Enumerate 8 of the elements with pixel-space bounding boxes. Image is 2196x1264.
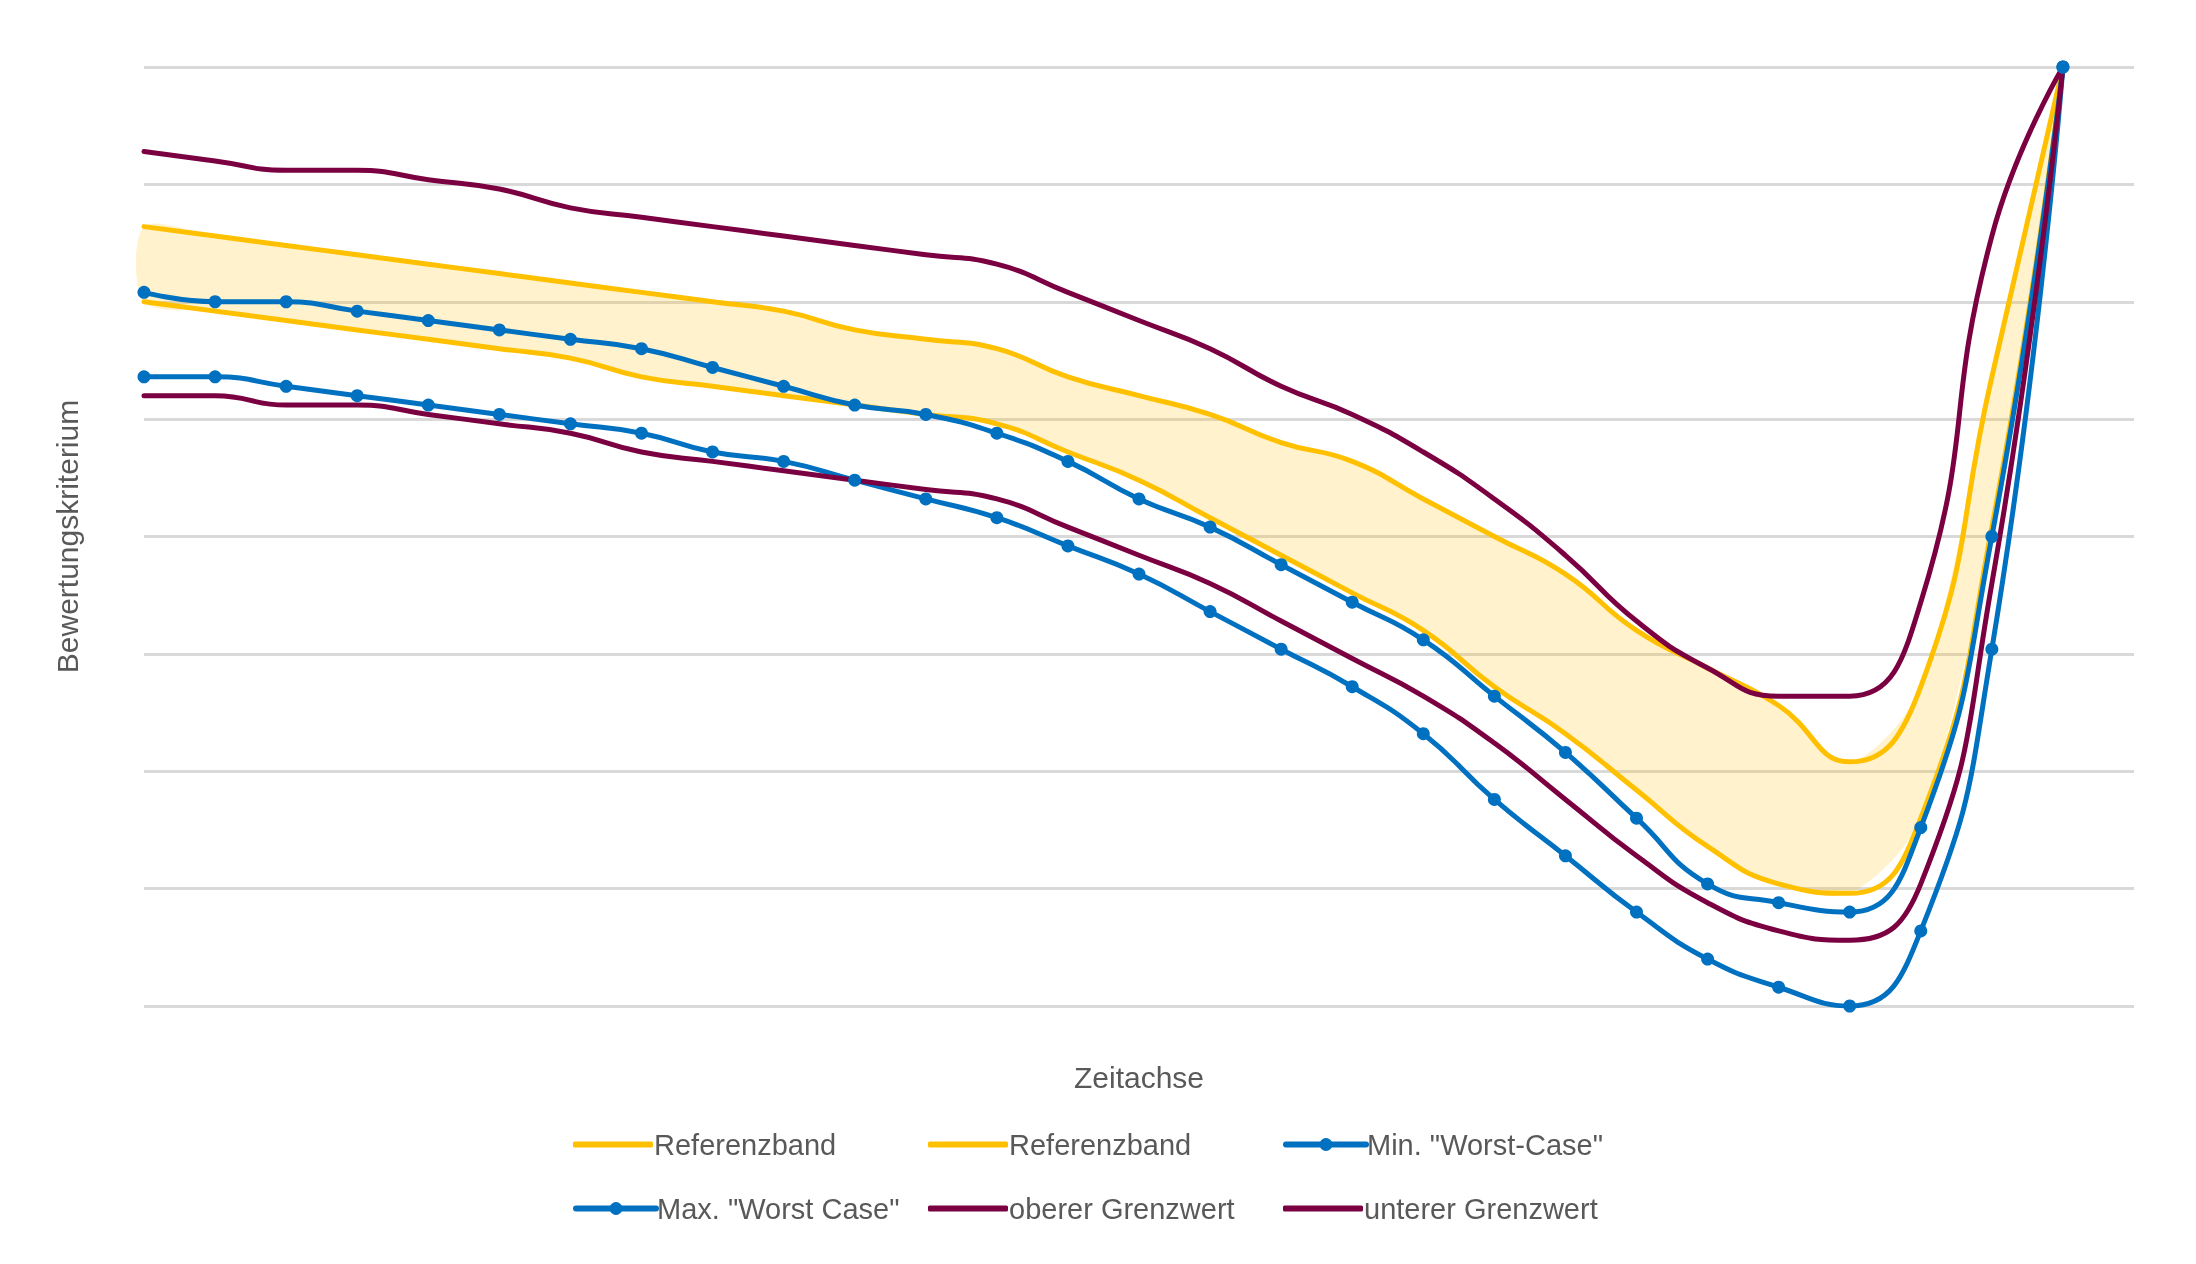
legend-label: Referenzband <box>654 1128 837 1161</box>
legend-label: unterer Grenzwert <box>1364 1192 1598 1225</box>
legend-label: Max. "Worst Case" <box>657 1192 900 1225</box>
legend-label: Min. "Worst-Case" <box>1367 1128 1603 1161</box>
legend-label: oberer Grenzwert <box>1009 1192 1235 1225</box>
y-axis-title: Bewertungskriterium <box>50 399 84 674</box>
x-axis-title: Zeitachse <box>1073 1060 1205 1094</box>
legend-label: Referenzband <box>1009 1128 1192 1161</box>
